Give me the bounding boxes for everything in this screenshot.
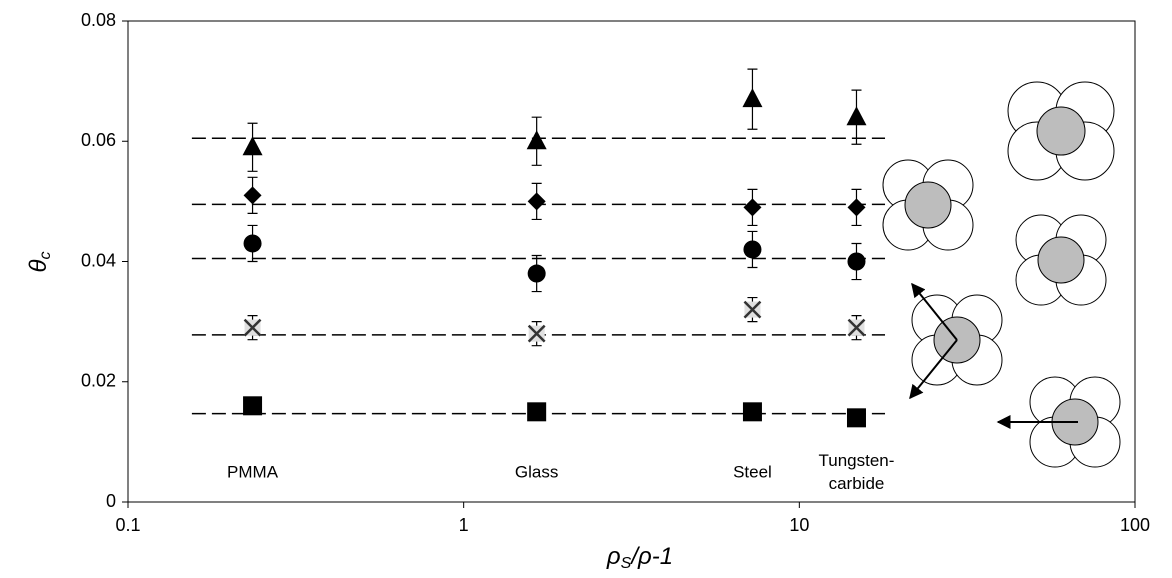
x-tick-label: 10 [789, 515, 809, 535]
marker-square [527, 402, 547, 422]
data-point [526, 130, 547, 150]
y-tick-label: 0.08 [81, 10, 116, 30]
data-point [847, 318, 866, 337]
category-label: Steel [733, 462, 772, 481]
plot-frame [127, 20, 1136, 503]
category-label: Tungsten- [819, 451, 895, 470]
marker-triangle [526, 130, 547, 150]
y-tick-label: 0.04 [81, 250, 116, 270]
data-point [243, 234, 262, 253]
marker-star [847, 198, 866, 217]
data-point [847, 252, 866, 271]
marker-square [742, 402, 762, 422]
y-tick-label: 0.02 [81, 371, 116, 391]
category-label: Glass [515, 462, 558, 481]
data-point [743, 198, 762, 217]
data-point [742, 402, 762, 422]
data-point [527, 324, 546, 343]
data-point [742, 88, 763, 108]
x-axis-label: ρS/ρ-1 [606, 543, 673, 572]
x-tick-label: 100 [1120, 515, 1150, 535]
marker-triangle [242, 136, 263, 156]
data-point [243, 396, 263, 416]
data-point [243, 186, 262, 205]
data-point [743, 240, 762, 259]
y-tick-label: 0 [106, 491, 116, 511]
x-tick-label: 1 [459, 515, 469, 535]
data-point [847, 198, 866, 217]
y-axis-label: θc [25, 251, 54, 272]
marker-cross [527, 324, 546, 343]
category-label: PMMA [227, 462, 279, 481]
data-point [243, 318, 262, 337]
marker-square [846, 408, 866, 428]
data-point [527, 402, 547, 422]
y-tick-label: 0.06 [81, 130, 116, 150]
cluster-diagram [882, 81, 1121, 468]
marker-circle [527, 264, 546, 283]
marker-circle [243, 234, 262, 253]
data-point [846, 408, 866, 428]
data-point [846, 106, 867, 126]
data-point [242, 136, 263, 156]
marker-star [743, 198, 762, 217]
marker-triangle [742, 88, 763, 108]
marker-cross [847, 318, 866, 337]
x-tick-label: 0.1 [115, 515, 140, 535]
marker-cross [243, 318, 262, 337]
data-point [527, 264, 546, 283]
marker-circle [847, 252, 866, 271]
marker-square [243, 396, 263, 416]
marker-star [527, 192, 546, 211]
marker-circle [743, 240, 762, 259]
marker-star [243, 186, 262, 205]
category-label: carbide [829, 474, 885, 493]
marker-cross [743, 300, 762, 319]
data-point [527, 192, 546, 211]
marker-triangle [846, 106, 867, 126]
data-point [743, 300, 762, 319]
